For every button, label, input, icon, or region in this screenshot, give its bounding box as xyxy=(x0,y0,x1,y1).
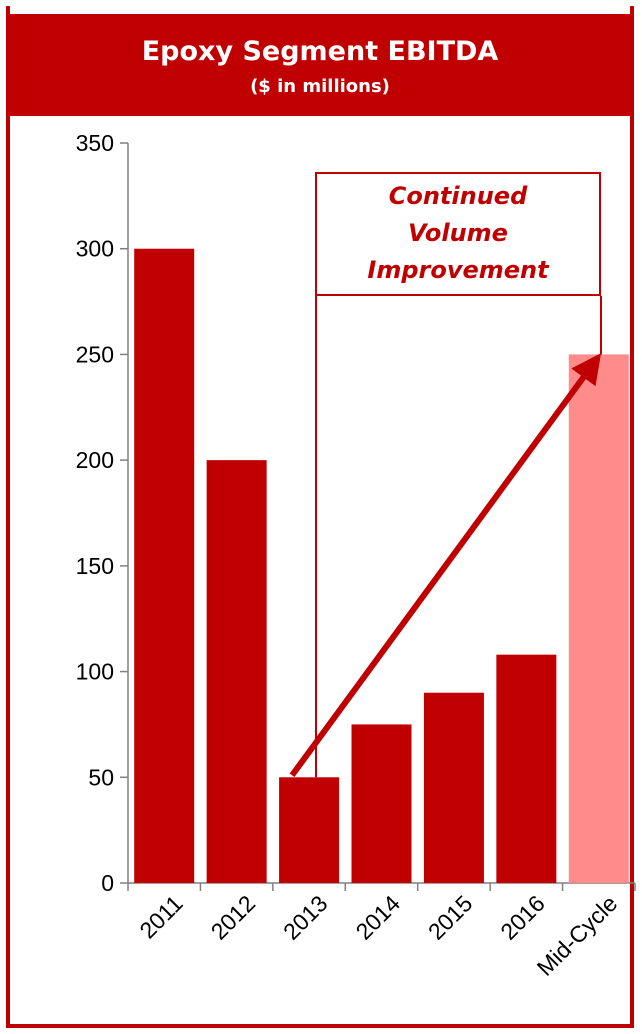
y-tick-label: 0 xyxy=(101,870,114,896)
annotation-line-1: Continued xyxy=(388,182,528,210)
bar-mid-cycle xyxy=(568,354,629,883)
bar-2016 xyxy=(496,654,557,883)
annotation-box: Continued Volume Improvement xyxy=(315,172,601,296)
x-tick-label: Mid-Cycle xyxy=(532,890,623,981)
bar-2012 xyxy=(206,460,267,883)
chart-header: Epoxy Segment EBITDA ($ in millions) xyxy=(6,14,634,116)
x-tick-label: 2014 xyxy=(350,890,405,945)
x-tick-label: 2013 xyxy=(278,890,333,945)
y-tick-label: 150 xyxy=(76,553,114,579)
bar-2011 xyxy=(134,248,195,883)
annotation-arrow xyxy=(289,353,602,778)
x-tick-label: 2012 xyxy=(206,890,261,945)
chart-subtitle: ($ in millions) xyxy=(250,76,390,97)
annotation-line-3: Improvement xyxy=(367,256,549,284)
annotation-text: Continued Volume Improvement xyxy=(317,178,599,289)
x-tick-label: 2016 xyxy=(495,890,550,945)
y-tick-label: 350 xyxy=(76,130,114,156)
bar-2015 xyxy=(423,692,484,883)
bar-2013 xyxy=(279,777,340,883)
y-tick-label: 250 xyxy=(76,341,114,367)
y-tick-label: 100 xyxy=(76,659,114,685)
y-tick-label: 50 xyxy=(88,764,114,790)
x-tick-label: 2015 xyxy=(423,890,478,945)
bar-2014 xyxy=(351,724,412,883)
y-tick-label: 300 xyxy=(76,236,114,262)
y-tick-label: 200 xyxy=(76,447,114,473)
x-tick-label: 2011 xyxy=(134,890,187,943)
annotation-line-2: Volume xyxy=(408,219,508,247)
chart-title: Epoxy Segment EBITDA xyxy=(141,36,499,67)
